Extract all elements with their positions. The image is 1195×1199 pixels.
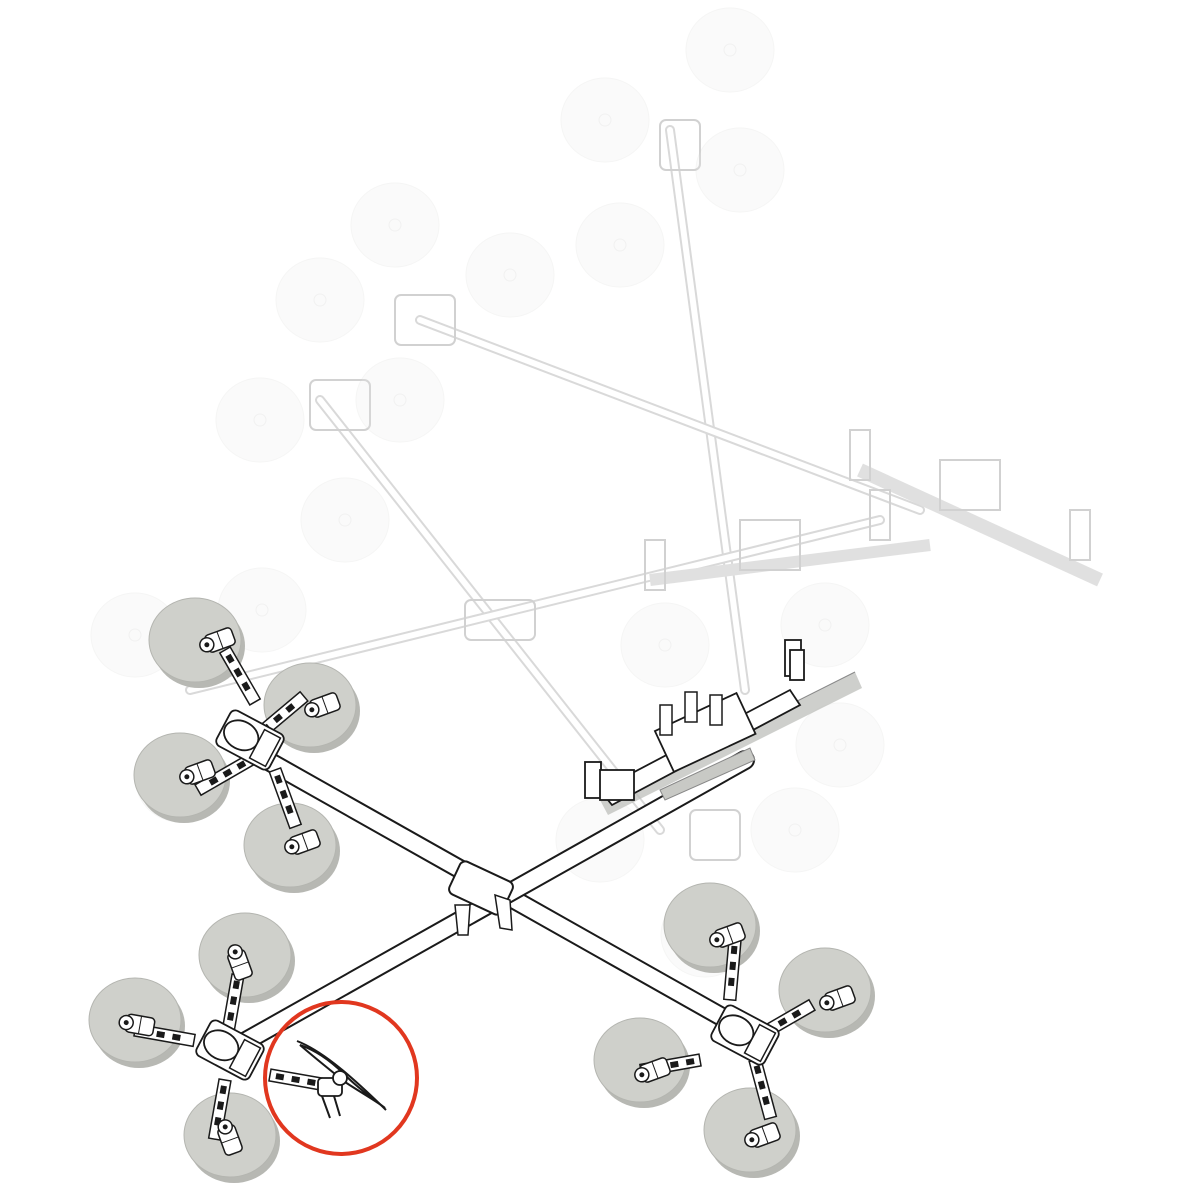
pod-lower-left: [88, 912, 296, 1184]
propeller-icon: [268, 1040, 387, 1119]
ghost-rotors: [90, 7, 885, 978]
ghost-frame-upper: [185, 119, 1103, 861]
pod-lower-right: [593, 882, 876, 1179]
main-cross-frame: [220, 735, 755, 1060]
red-circle-highlight: [263, 1000, 419, 1156]
bracket-upper-right: [584, 639, 805, 807]
